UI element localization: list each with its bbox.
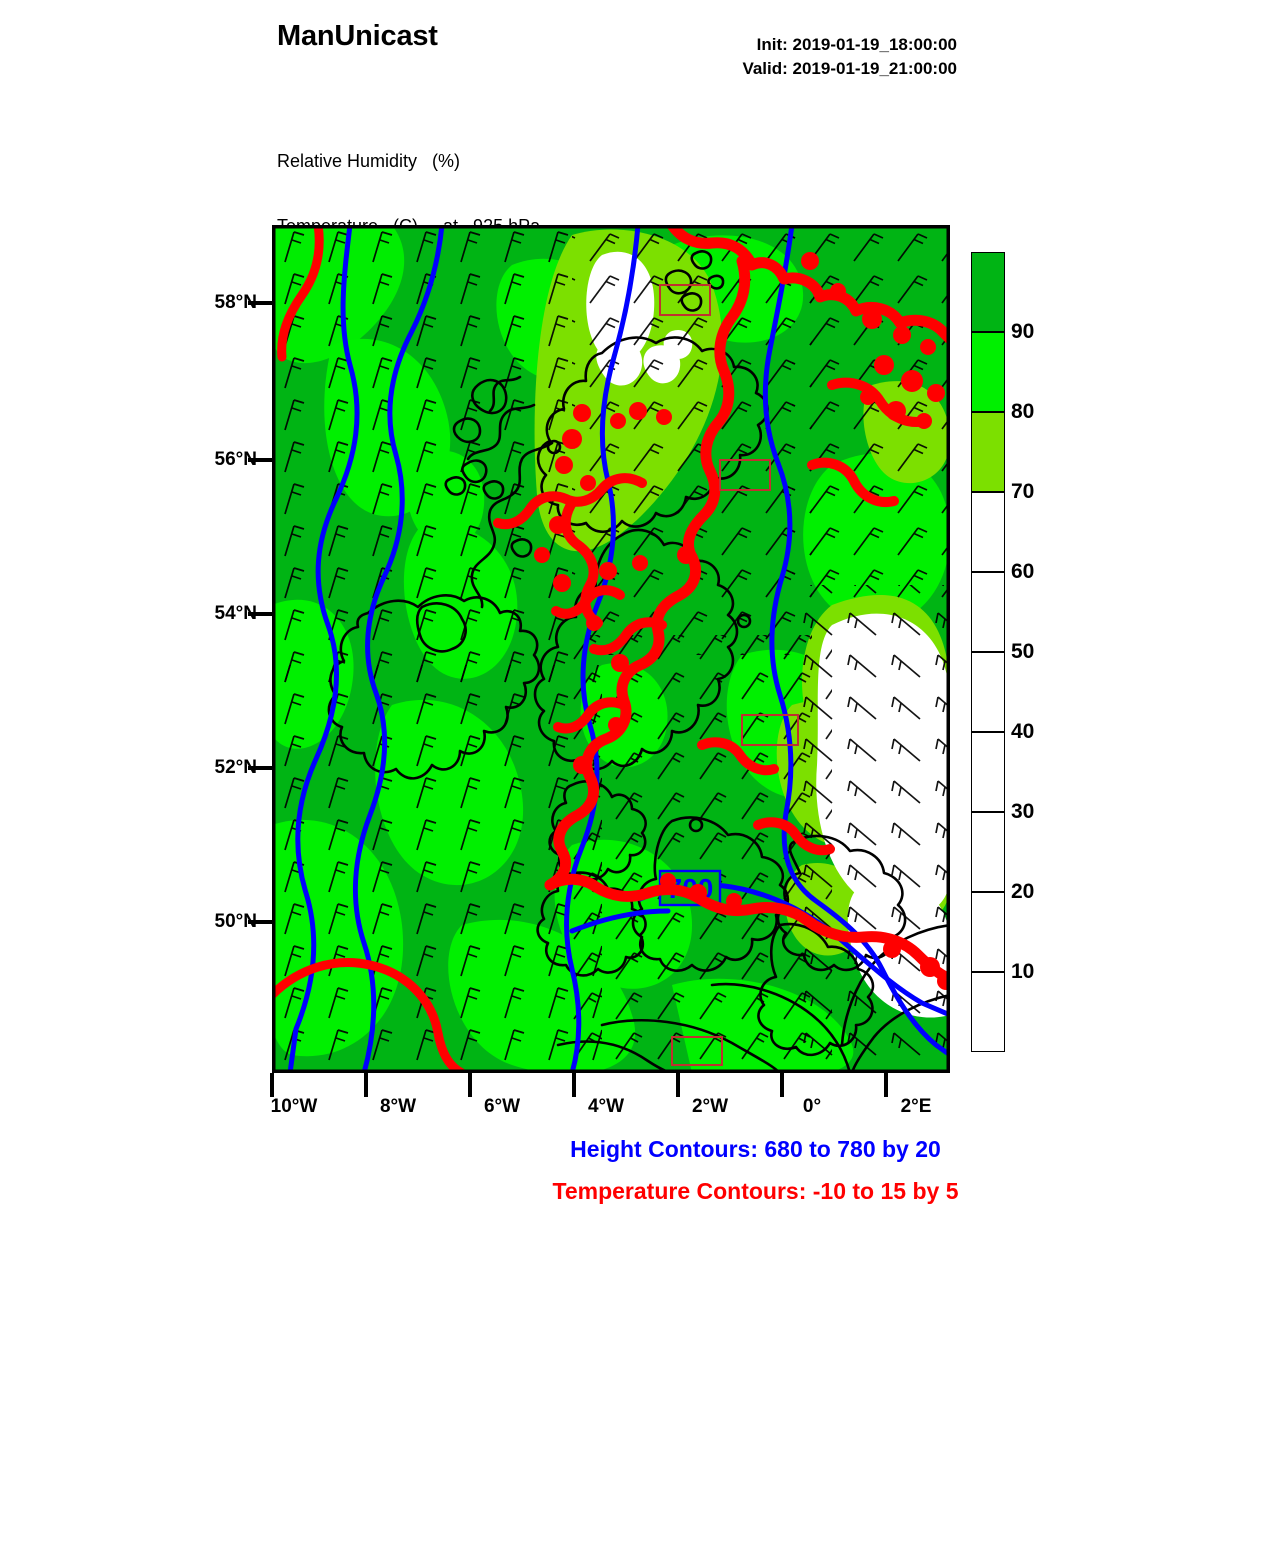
height-contour-caption: Height Contours: 680 to 780 by 20	[570, 1136, 941, 1162]
colorbar-tick-label: 50	[1011, 640, 1035, 663]
valid-time: Valid: 2019-01-19_21:00:00	[742, 59, 957, 78]
colorbar-cell	[971, 492, 1005, 572]
colorbar-tick-label: 20	[1011, 880, 1035, 903]
colorbar-tick-label: 40	[1011, 720, 1035, 743]
x-tick-label-6: 2°E	[900, 1096, 932, 1117]
colorbar: 10 20 30 40 50 60 70 80 90	[971, 252, 1034, 1052]
x-tick-label-5: 0°	[802, 1096, 822, 1117]
colorbar-cell	[971, 732, 1005, 812]
colorbar-tick-label: 90	[1011, 320, 1035, 343]
x-tick-label-0: 10°W	[270, 1096, 318, 1117]
colorbar-cell	[971, 812, 1005, 892]
variable-line-humidity: Relative Humidity (%)	[277, 151, 461, 171]
y-tick-label-2: 54°N	[214, 603, 257, 624]
wind-barb-field	[272, 225, 950, 1073]
temperature-contour-label-boxes	[659, 284, 799, 1066]
y-tick-label-1: 52°N	[214, 757, 257, 778]
temperature-contour-caption: Temperature Contours: -10 to 15 by 5	[552, 1178, 959, 1204]
colorbar-cell	[971, 572, 1005, 652]
x-tick-label-4: 2°W	[691, 1096, 729, 1117]
timestamp-block: Init: 2019-01-19_18:00:00 Valid: 2019-01…	[742, 33, 957, 81]
colorbar-cell	[971, 332, 1005, 412]
colorbar-cell	[971, 412, 1005, 492]
colorbar-cell	[971, 652, 1005, 732]
y-tick-label-0: 50°N	[214, 911, 257, 932]
colorbar-tick-label: 10	[1011, 960, 1035, 983]
x-tick-label-2: 6°W	[483, 1096, 521, 1117]
map-svg: 700	[272, 225, 950, 1073]
colorbar-cell	[971, 892, 1005, 972]
colorbar-tick-label: 70	[1011, 480, 1035, 503]
colorbar-cell	[971, 972, 1005, 1052]
colorbar-tick-label: 80	[1011, 400, 1035, 423]
colorbar-cell	[971, 252, 1005, 332]
colorbar-tick-label: 30	[1011, 800, 1035, 823]
y-tick-label-3: 56°N	[214, 449, 257, 470]
temperature-contour-layer	[272, 225, 950, 1073]
x-tick-label-3: 4°W	[587, 1096, 625, 1117]
init-time: Init: 2019-01-19_18:00:00	[756, 35, 957, 54]
y-tick-label-4: 58°N	[214, 292, 257, 313]
map-plot-area: 700	[272, 225, 950, 1073]
colorbar-tick-label: 60	[1011, 560, 1035, 583]
x-tick-label-1: 8°W	[379, 1096, 417, 1117]
page-title: ManUnicast	[277, 20, 438, 52]
